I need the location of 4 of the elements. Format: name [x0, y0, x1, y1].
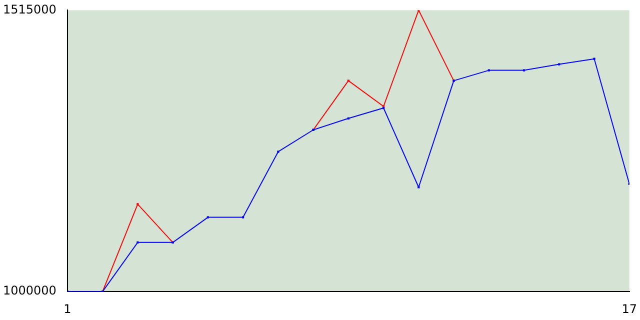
x-tick-label: 17 [622, 302, 638, 316]
y-tick-label: 1515000 [2, 2, 56, 16]
x-tick-label: 1 [64, 302, 72, 316]
y-tick-label: 1000000 [2, 284, 56, 298]
